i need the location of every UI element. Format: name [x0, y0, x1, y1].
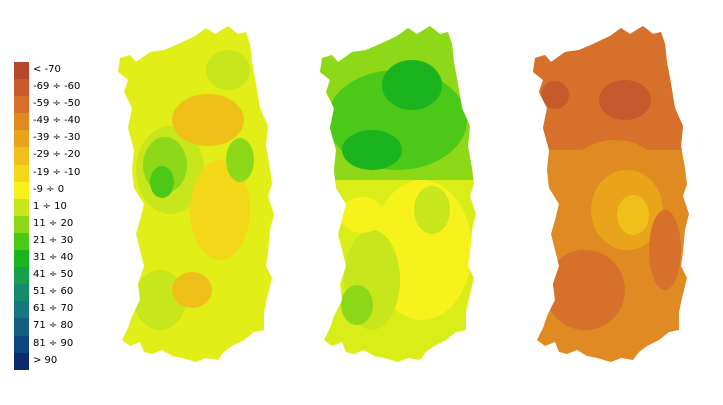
legend-swatch [14, 79, 29, 97]
legend-row: -49 ÷ -40 [14, 113, 104, 131]
legend-swatch [14, 215, 29, 233]
value-patches [134, 50, 254, 330]
legend-swatch [14, 113, 29, 131]
legend-swatch [14, 62, 29, 80]
legend-row: -69 ÷ -60 [14, 79, 104, 97]
legend-label: 51 ÷ 60 [33, 286, 74, 298]
legend-label: -39 ÷ -30 [33, 132, 81, 144]
value-patches [320, 26, 476, 330]
legend-row: 1 ÷ 10 [14, 198, 104, 216]
legend-swatch [14, 352, 29, 370]
legend-label: 71 ÷ 80 [33, 320, 74, 332]
legend-label: 1 ÷ 10 [33, 200, 67, 212]
map-panel-1 [118, 26, 274, 362]
legend-swatch [14, 96, 29, 114]
legend-label: -19 ÷ -10 [33, 166, 81, 178]
legend-label: < -70 [33, 64, 61, 75]
legend-label: 41 ÷ 50 [33, 269, 74, 281]
legend-swatch [14, 232, 29, 251]
legend-row: -9 ÷ 0 [14, 181, 104, 199]
legend-row: 21 ÷ 30 [14, 232, 104, 251]
legend-label: -59 ÷ -50 [33, 98, 81, 110]
legend-swatch [14, 301, 29, 319]
legend-row: 61 ÷ 70 [14, 301, 104, 319]
legend-swatch [14, 130, 29, 148]
legend-row: -59 ÷ -50 [14, 96, 104, 114]
legend-label: -69 ÷ -60 [33, 81, 81, 93]
legend-label: 21 ÷ 30 [33, 234, 74, 246]
color-legend: < -70 -69 ÷ -60 -59 ÷ -50 -49 ÷ -40 -39 ÷ -3… [14, 62, 104, 370]
legend-swatch [14, 250, 29, 268]
legend-row: 81 ÷ 90 [14, 335, 104, 353]
legend-label: -9 ÷ 0 [33, 183, 65, 195]
legend-label: 11 ÷ 20 [33, 217, 74, 229]
legend-row: 71 ÷ 80 [14, 318, 104, 336]
map-panel-2 [320, 26, 476, 362]
legend-row: 11 ÷ 20 [14, 215, 104, 233]
legend-swatch [14, 147, 29, 165]
legend-swatch [14, 198, 29, 216]
value-patches [533, 26, 689, 330]
legend-swatch [14, 318, 29, 336]
legend-row: 41 ÷ 50 [14, 267, 104, 285]
legend-row: 51 ÷ 60 [14, 284, 104, 302]
legend-swatch [14, 335, 29, 353]
legend-row: -39 ÷ -30 [14, 130, 104, 148]
legend-label: -29 ÷ -20 [33, 149, 81, 161]
legend-swatch [14, 181, 29, 199]
legend-label: 31 ÷ 40 [33, 252, 74, 264]
legend-label: -49 ÷ -40 [33, 115, 81, 127]
legend-swatch [14, 267, 29, 285]
legend-swatch [14, 284, 29, 302]
legend-label: 61 ÷ 70 [33, 303, 74, 315]
legend-row: -29 ÷ -20 [14, 147, 104, 165]
legend-label: 81 ÷ 90 [33, 337, 74, 349]
legend-swatch [14, 164, 29, 182]
legend-row: 31 ÷ 40 [14, 250, 104, 268]
legend-row: < -70 [14, 62, 104, 80]
legend-label: > 90 [33, 354, 58, 366]
legend-row: -19 ÷ -10 [14, 164, 104, 182]
legend-row: > 90 [14, 352, 104, 370]
map-panel-3 [533, 26, 689, 362]
